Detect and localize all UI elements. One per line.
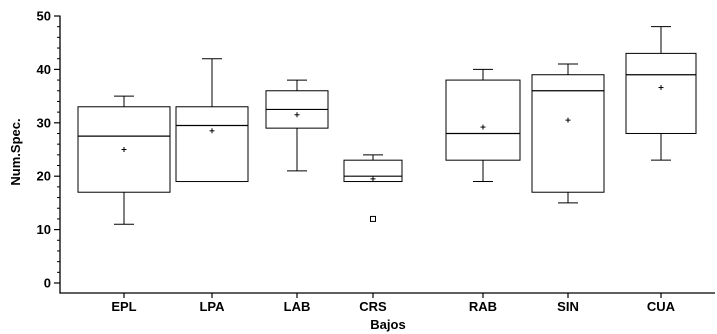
mean-marker <box>565 117 571 123</box>
mean-marker <box>370 176 376 182</box>
x-tick-label: LPA <box>199 299 225 314</box>
y-tick-label: 50 <box>37 9 51 24</box>
y-tick-label: 30 <box>37 115 51 130</box>
mean-marker <box>294 112 300 118</box>
y-tick-label: 40 <box>37 62 51 77</box>
box-iqr <box>445 79 521 161</box>
x-tick-label: CRS <box>359 299 387 314</box>
x-tick-label: SIN <box>557 299 579 314</box>
y-tick-label: 10 <box>37 222 51 237</box>
box-iqr <box>531 74 605 193</box>
x-tick-label: CUA <box>647 299 676 314</box>
box-lab <box>265 79 329 172</box>
box-iqr <box>175 106 249 183</box>
x-tick-label: RAB <box>469 299 497 314</box>
x-axis: EPL LPA LAB CRS RAB SIN CUA <box>60 292 715 314</box>
mean-marker <box>209 128 215 134</box>
y-tick-label: 20 <box>37 169 51 184</box>
box-series <box>77 26 697 225</box>
x-tick-label: LAB <box>284 299 311 314</box>
outlier-point <box>370 215 376 222</box>
box-lpa <box>175 58 249 183</box>
box-iqr <box>625 52 697 134</box>
box-cua <box>625 26 697 161</box>
y-axis-title: Num.Spec. <box>8 118 23 185</box>
mean-marker <box>658 85 664 91</box>
box-rab <box>445 68 521 183</box>
box-crs <box>343 154 403 222</box>
x-axis-title: Bajos <box>370 317 405 332</box>
x-tick-label: EPL <box>111 299 136 314</box>
y-tick-label: 0 <box>44 276 51 291</box>
box-epl <box>77 95 171 225</box>
mean-marker <box>121 147 127 152</box>
box-sin <box>531 63 605 204</box>
y-axis: 0 10 20 30 40 50 <box>37 9 61 294</box>
mean-marker <box>480 124 486 130</box>
